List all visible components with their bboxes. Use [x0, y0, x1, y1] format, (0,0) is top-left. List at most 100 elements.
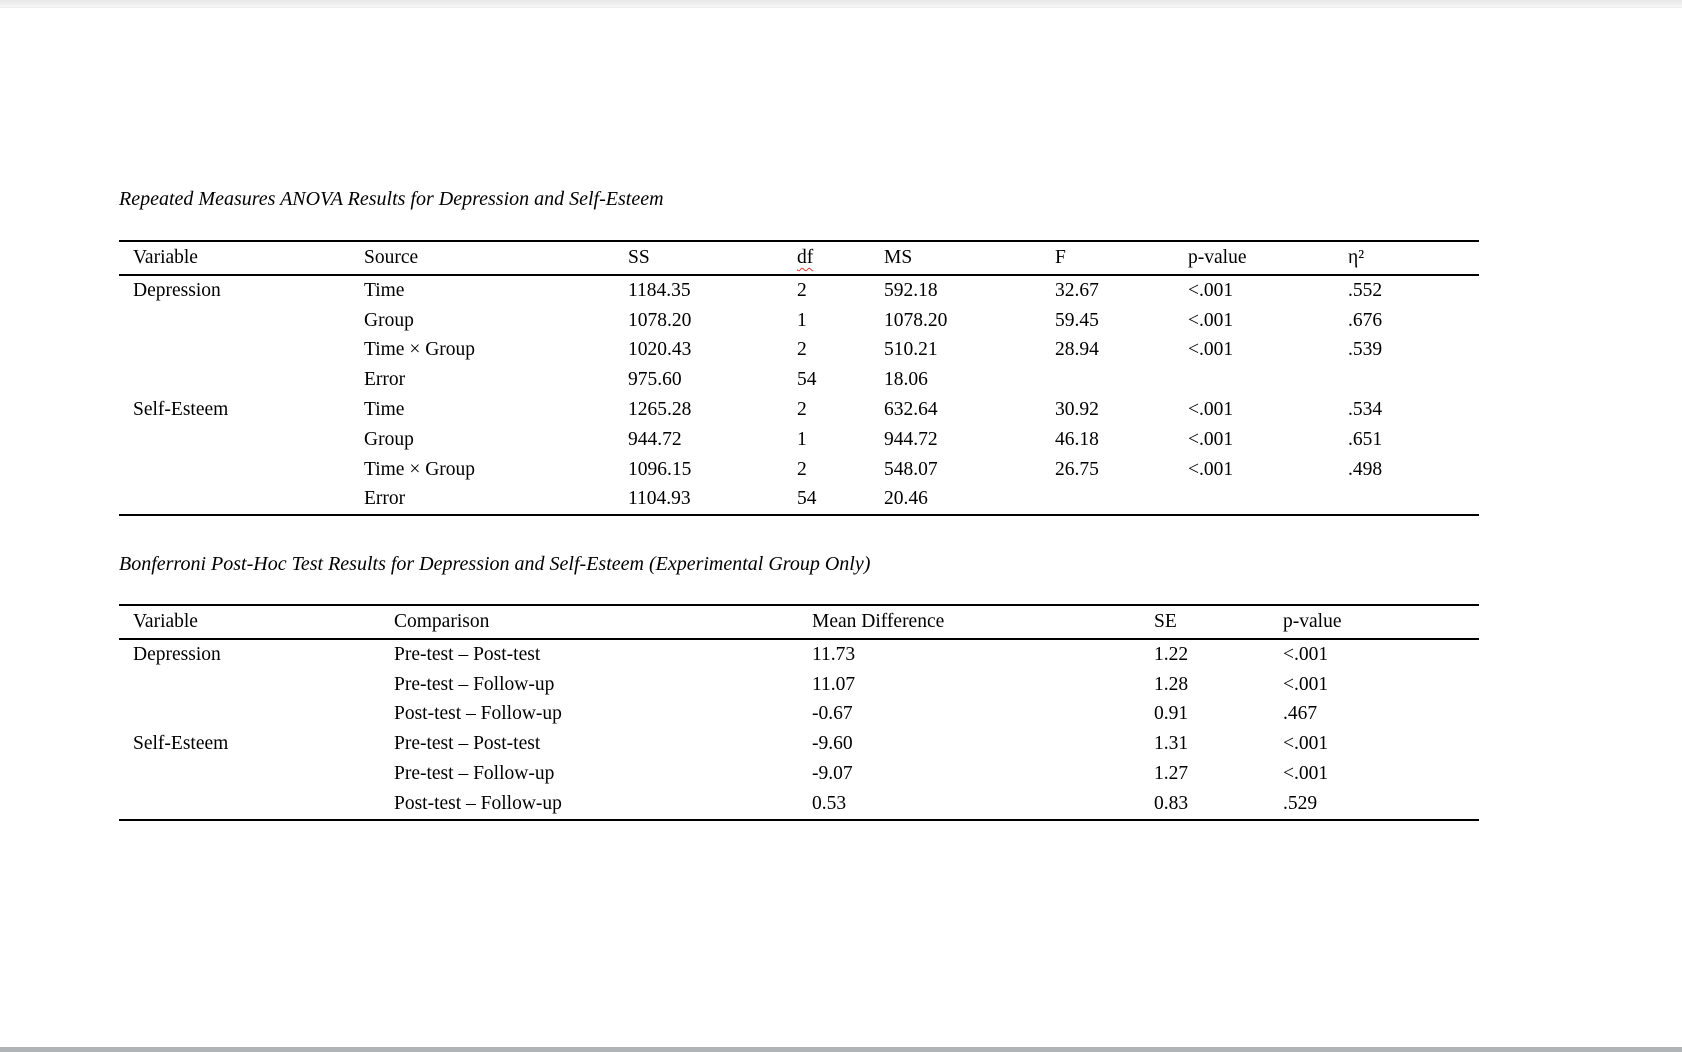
cell-ms: 632.64 — [884, 399, 938, 421]
cell-ms: 592.18 — [884, 279, 938, 301]
cell-source: Time × Group — [364, 339, 476, 361]
cell-md: 11.73 — [812, 643, 856, 665]
cell-md: -9.60 — [812, 733, 853, 755]
cell-ms: 1078.20 — [884, 309, 948, 331]
header-mean-difference: Mean Difference — [812, 605, 1154, 640]
cell-ss: 944.72 — [628, 428, 682, 450]
cell-source: Group — [364, 428, 414, 450]
anova-table: Variable Source SS df MS F p-value η² De… — [119, 240, 1479, 517]
cell-eta: .651 — [1348, 428, 1383, 450]
cell-se: 1.31 — [1154, 733, 1189, 755]
header-eta-squared: η² — [1348, 241, 1479, 276]
cell-ms: 18.06 — [884, 369, 928, 391]
cell-ms: 510.21 — [884, 339, 938, 361]
table-row: Post-test – Follow-up 0.53 0.83 .529 — [119, 789, 1479, 820]
cell-comparison: Pre-test – Post-test — [394, 643, 541, 665]
cell-f: 46.18 — [1055, 428, 1099, 450]
cell-source: Time — [364, 279, 405, 301]
header-df: df — [797, 241, 884, 276]
table-row: Pre-test – Follow-up 11.07 1.28 <.001 — [119, 670, 1479, 700]
cell-df: 2 — [797, 399, 807, 421]
cell-eta: .676 — [1348, 309, 1383, 331]
header-ss: SS — [628, 241, 797, 276]
cell-comparison: Pre-test – Post-test — [394, 733, 541, 755]
cell-variable — [119, 425, 364, 455]
cell-variable: Depression — [133, 279, 221, 301]
cell-df: 2 — [797, 279, 807, 301]
document-canvas[interactable]: Repeated Measures ANOVA Results for Depr… — [0, 8, 1682, 1047]
cell-se: 1.22 — [1154, 643, 1189, 665]
table-row: Group 1078.20 1 1078.20 59.45 <.001 .676 — [119, 306, 1479, 336]
cell-p: <.001 — [1188, 309, 1234, 331]
cell-ss: 1104.93 — [628, 488, 691, 510]
cell-se: 1.27 — [1154, 763, 1189, 785]
cell-f: 26.75 — [1055, 458, 1099, 480]
cell-ss: 1078.20 — [628, 309, 692, 331]
table-row: Error 975.60 54 18.06 — [119, 365, 1479, 395]
cell-f — [1055, 365, 1188, 395]
window-top-edge — [0, 0, 1682, 8]
cell-source: Error — [364, 488, 406, 510]
cell-ms: 20.46 — [884, 488, 928, 510]
table-row: Depression Time 1184.35 2 592.18 32.67 <.001 .5… — [119, 275, 1479, 306]
cell-df: 2 — [797, 458, 807, 480]
cell-variable: Depression — [133, 643, 221, 665]
posthoc-table-title: Bonferroni Post-Hoc Test Results for Dep… — [119, 553, 871, 575]
cell-source: Time × Group — [364, 458, 476, 480]
cell-se: 0.83 — [1154, 792, 1189, 814]
cell-variable — [119, 455, 364, 485]
cell-df: 54 — [797, 488, 817, 510]
cell-source: Time — [364, 399, 405, 421]
cell-eta: .498 — [1348, 458, 1383, 480]
cell-eta: .552 — [1348, 279, 1383, 301]
cell-p: .467 — [1283, 703, 1318, 725]
cell-variable — [119, 306, 364, 336]
cell-md: -9.07 — [812, 763, 853, 785]
cell-variable — [119, 700, 394, 730]
cell-p: .529 — [1283, 792, 1318, 814]
cell-p: <.001 — [1283, 763, 1329, 785]
cell-p: <.001 — [1188, 399, 1234, 421]
cell-se: 1.28 — [1154, 673, 1189, 695]
spellcheck-underline: df — [797, 247, 814, 268]
table-row: Pre-test – Follow-up -9.07 1.27 <.001 — [119, 759, 1479, 789]
header-variable: Variable — [119, 241, 364, 276]
header-f: F — [1055, 241, 1188, 276]
cell-ss: 1020.43 — [628, 339, 692, 361]
cell-ss: 1265.28 — [628, 399, 692, 421]
table-row: Group 944.72 1 944.72 46.18 <.001 .651 — [119, 425, 1479, 455]
cell-variable — [119, 759, 394, 789]
cell-variable — [119, 670, 394, 700]
cell-variable — [119, 365, 364, 395]
cell-comparison: Pre-test – Follow-up — [394, 673, 555, 695]
header-comparison: Comparison — [394, 605, 812, 640]
cell-ss: 1096.15 — [628, 458, 692, 480]
cell-ms: 944.72 — [884, 428, 938, 450]
cell-p: <.001 — [1283, 673, 1329, 695]
cell-eta: .539 — [1348, 339, 1383, 361]
cell-df: 1 — [797, 428, 807, 450]
cell-df: 1 — [797, 309, 807, 331]
cell-variable — [119, 336, 364, 366]
cell-p — [1188, 365, 1348, 395]
table-row: Error 1104.93 54 20.46 — [119, 485, 1479, 516]
cell-se: 0.91 — [1154, 703, 1189, 725]
status-bar-edge — [0, 1047, 1682, 1052]
cell-p: <.001 — [1283, 733, 1329, 755]
cell-variable: Self-Esteem — [133, 399, 229, 421]
cell-f: 28.94 — [1055, 339, 1099, 361]
table-row: Self-Esteem Pre-test – Post-test -9.60 1.31… — [119, 729, 1479, 759]
cell-f: 30.92 — [1055, 399, 1099, 421]
cell-variable: Self-Esteem — [133, 733, 229, 755]
cell-p — [1188, 485, 1348, 516]
cell-f: 32.67 — [1055, 279, 1099, 301]
cell-source: Error — [364, 369, 406, 391]
cell-md: 0.53 — [812, 792, 847, 814]
header-variable: Variable — [119, 605, 394, 640]
cell-ms: 548.07 — [884, 458, 938, 480]
cell-p: <.001 — [1188, 279, 1234, 301]
table-row: Time × Group 1020.43 2 510.21 28.94 <.001 .539 — [119, 336, 1479, 366]
cell-ss: 1184.35 — [628, 279, 691, 301]
cell-p: <.001 — [1188, 428, 1234, 450]
cell-df: 54 — [797, 369, 817, 391]
